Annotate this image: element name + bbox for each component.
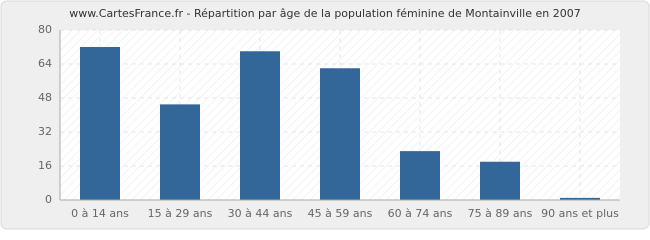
x-tick-label: 0 à 14 ans (71, 207, 129, 220)
bar (480, 161, 520, 200)
y-tick-label: 0 (45, 193, 52, 206)
bar (80, 47, 120, 200)
x-tick-label: 30 à 44 ans (228, 207, 293, 220)
bar (400, 151, 440, 200)
x-tick-label: 45 à 59 ans (308, 207, 373, 220)
x-tick-label: 90 ans et plus (541, 207, 619, 220)
y-tick-label: 48 (38, 91, 52, 104)
bar (160, 104, 200, 200)
bar (320, 68, 360, 200)
chart: www.CartesFrance.fr - Répartition par âg… (0, 0, 650, 230)
y-tick-label: 16 (38, 159, 52, 172)
x-tick-label: 15 à 29 ans (148, 207, 213, 220)
bar (240, 51, 280, 200)
y-tick-label: 64 (38, 57, 52, 70)
y-tick-label: 32 (38, 125, 52, 138)
chart-title: www.CartesFrance.fr - Répartition par âg… (69, 7, 580, 20)
bar (560, 197, 600, 200)
y-tick-label: 80 (38, 23, 52, 36)
x-tick-label: 75 à 89 ans (468, 207, 533, 220)
x-tick-label: 60 à 74 ans (388, 207, 453, 220)
